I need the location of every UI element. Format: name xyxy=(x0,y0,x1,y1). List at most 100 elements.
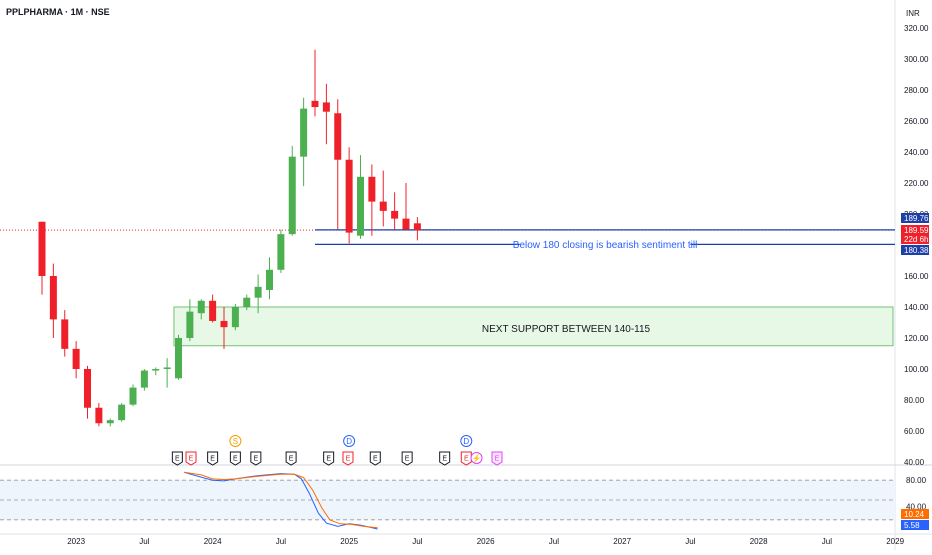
event-letter: S xyxy=(233,437,238,446)
earnings-marker[interactable]: E xyxy=(229,451,241,466)
candle[interactable] xyxy=(220,307,228,349)
earnings-miss-marker[interactable]: E xyxy=(185,451,197,466)
candle-body xyxy=(118,404,126,421)
candle[interactable] xyxy=(266,257,273,300)
candle[interactable] xyxy=(277,229,285,273)
earnings-marker[interactable]: E xyxy=(171,451,183,466)
price-label[interactable]: 180.38 xyxy=(901,245,929,255)
candle[interactable] xyxy=(175,334,182,380)
flash-event-marker[interactable]: ⚡ xyxy=(470,452,483,464)
time-tick-label: 2024 xyxy=(204,537,222,546)
candle[interactable] xyxy=(402,183,410,230)
candle[interactable] xyxy=(61,310,69,357)
price-tick-label: 120.00 xyxy=(904,334,929,343)
candle-body xyxy=(357,176,364,236)
candle[interactable] xyxy=(152,367,160,376)
price-tick-label: 60.00 xyxy=(904,427,925,436)
candle-body xyxy=(152,369,160,371)
price-tick-label: 240.00 xyxy=(904,148,929,157)
candle[interactable] xyxy=(254,274,262,314)
earnings-marker[interactable]: E xyxy=(369,451,381,466)
candle-body xyxy=(334,113,342,160)
stoch-value-box xyxy=(901,509,929,519)
event-shape xyxy=(460,451,472,466)
dividend-event-marker[interactable]: D xyxy=(343,435,356,447)
candle[interactable] xyxy=(379,170,387,227)
time-tick-label: 2025 xyxy=(340,537,358,546)
candle-body xyxy=(140,370,148,388)
stoch-value-box xyxy=(901,520,929,530)
event-shape xyxy=(439,451,451,466)
bearish-label: Below 180 closing is bearish sentiment t… xyxy=(513,240,698,251)
candle[interactable] xyxy=(391,192,399,230)
support-zone-label: NEXT SUPPORT BETWEEN 140-115 xyxy=(482,324,651,335)
candle[interactable] xyxy=(49,263,57,338)
candle[interactable] xyxy=(197,299,205,320)
candle[interactable] xyxy=(95,403,103,427)
price-label[interactable]: 189.76 xyxy=(901,213,929,223)
candle-body xyxy=(277,234,285,270)
earnings-upcoming-marker[interactable]: E xyxy=(491,451,503,466)
candle[interactable] xyxy=(334,99,342,230)
event-circle xyxy=(229,435,242,447)
price-tick-label: 300.00 xyxy=(904,55,929,64)
earnings-miss-marker[interactable]: E xyxy=(460,451,472,466)
candle[interactable] xyxy=(140,369,148,391)
price-tick-label: 160.00 xyxy=(904,272,929,281)
earnings-marker[interactable]: E xyxy=(250,451,262,466)
event-letter: E xyxy=(175,456,180,463)
candle[interactable] xyxy=(368,164,376,236)
earnings-marker[interactable]: E xyxy=(401,451,413,466)
candle[interactable] xyxy=(231,303,239,331)
candle-body xyxy=(391,210,399,219)
time-tick-label: Jul xyxy=(276,537,286,546)
candle-body xyxy=(84,369,91,408)
candle[interactable] xyxy=(129,384,137,407)
candle[interactable] xyxy=(311,49,319,117)
event-shape xyxy=(250,451,262,466)
earnings-marker[interactable]: E xyxy=(285,451,297,466)
candle[interactable] xyxy=(300,97,308,187)
stoch-tick-label: 80.00 xyxy=(906,476,927,485)
event-circle xyxy=(470,452,483,464)
candle-body xyxy=(38,221,46,276)
price-tick-label: 100.00 xyxy=(904,365,929,374)
candle[interactable] xyxy=(243,294,251,311)
stoch-value-label[interactable]: 10.24 xyxy=(901,509,929,519)
candle[interactable] xyxy=(209,294,217,323)
candle[interactable] xyxy=(84,365,91,419)
candle[interactable] xyxy=(186,299,194,342)
candle-body xyxy=(163,367,171,369)
candle-body xyxy=(402,218,410,230)
time-tick-label: 2026 xyxy=(477,537,495,546)
stoch-value-label[interactable]: 5.58 xyxy=(901,520,929,530)
candle[interactable] xyxy=(345,147,353,244)
candle[interactable] xyxy=(413,217,421,241)
event-shape xyxy=(342,451,354,466)
price-label[interactable]: 22d 6h xyxy=(901,234,929,244)
stoch-tick-label: 40.00 xyxy=(906,503,927,512)
dividend-event-marker[interactable]: D xyxy=(460,435,473,447)
candle-body xyxy=(379,201,387,211)
event-letter: E xyxy=(289,456,294,463)
candle[interactable] xyxy=(38,221,46,295)
candle[interactable] xyxy=(322,83,330,145)
candle[interactable] xyxy=(288,145,296,236)
candle[interactable] xyxy=(106,418,114,427)
earnings-miss-marker[interactable]: E xyxy=(342,451,354,466)
earnings-marker[interactable]: E xyxy=(207,451,219,466)
candle[interactable] xyxy=(118,403,126,422)
candle[interactable] xyxy=(357,155,364,239)
candle[interactable] xyxy=(163,358,171,388)
price-label[interactable]: 189.59 xyxy=(901,225,929,235)
event-shape xyxy=(401,451,413,466)
event-letter: E xyxy=(326,456,331,463)
earnings-marker[interactable]: E xyxy=(323,451,335,466)
candle[interactable] xyxy=(72,341,80,379)
earnings-marker[interactable]: E xyxy=(439,451,451,466)
price-tick-label: 280.00 xyxy=(904,86,929,95)
event-shape xyxy=(207,451,219,466)
flash-icon: ⚡ xyxy=(472,453,482,463)
split-event-marker[interactable]: S xyxy=(229,435,242,447)
